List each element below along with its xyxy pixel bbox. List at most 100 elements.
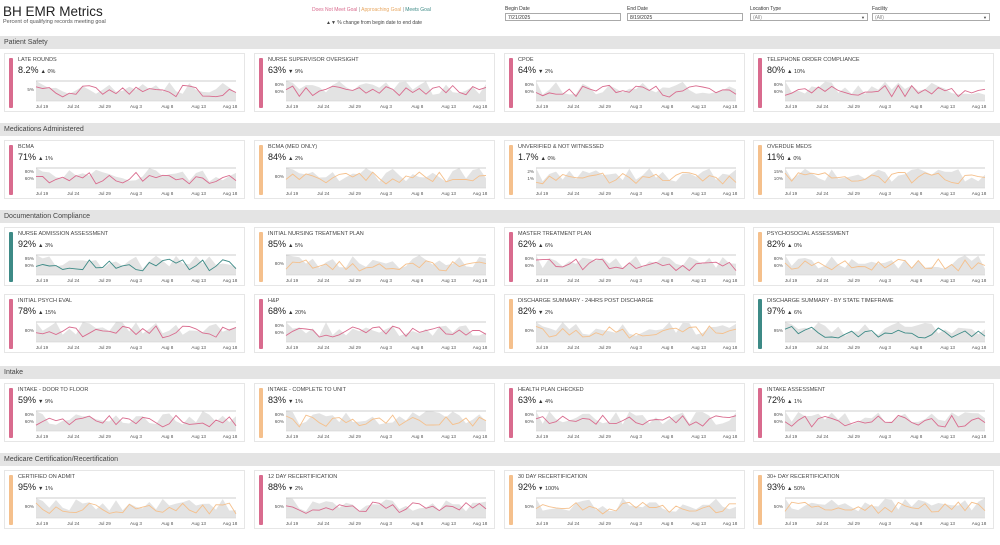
metric-change-group: ▲ 0% (41, 69, 56, 75)
metric-change: 9% (295, 69, 303, 75)
metric-card-bcma-med-only[interactable]: BCMA (MED ONLY) 84% ▲ 2% 80% Jul 19 Jul 24 Jul… (254, 140, 495, 199)
metric-card-bcma[interactable]: BCMA 71% ▲ 1% 80% 60% Jul 19 Jul 24 Jul 29 Aug 3… (4, 140, 245, 199)
metric-card-overdue-meds[interactable]: OVERDUE MEDS 11% ▲ 0% 15% 10% Jul 19 Jul 24 Jul… (753, 140, 994, 199)
metric-card-discharge-summary-by-state-timeframe[interactable]: DISCHARGE SUMMARY - BY STATE TIMEFRAME 97… (753, 294, 994, 353)
begin-date-label: Begin Date (505, 6, 530, 12)
x-tick-label: Jul 24 (67, 345, 80, 350)
status-indicator (259, 299, 263, 349)
x-tick-label: Jul 29 (349, 191, 362, 196)
metric-card-30-day-recertification[interactable]: 30+ DAY RECERTIFICATION 93% ▲ 50% 50% Jul 19… (753, 470, 994, 529)
metric-title: HEALTH PLAN CHECKED (518, 387, 584, 393)
y-tick-label: 60% (25, 176, 34, 181)
x-tick-label: Aug 13 (691, 278, 706, 283)
dashboard-header: BH EMR Metrics Percent of qualifying rec… (0, 0, 1000, 36)
metric-card-intake-complete-to-unit[interactable]: INTAKE - COMPLETE TO UNIT 83% ▼ 1% 80% 60% Ju… (254, 383, 495, 442)
x-tick-label: Jul 24 (317, 521, 330, 526)
x-tick-label: Aug 18 (473, 104, 488, 109)
metric-card-handp[interactable]: H&P 68% ▲ 20% 80% 60% Jul 19 Jul 24 Jul 29 Aug 3… (254, 294, 495, 353)
trend-line (784, 325, 986, 339)
legend-does-not-meet: Does Not Meet Goal (312, 7, 358, 13)
metric-card-12-day-recertification[interactable]: 12 DAY RECERTIFICATION 88% ▼ 2% 50% Jul 19 Ju… (254, 470, 495, 529)
x-tick-label: Jul 19 (536, 104, 549, 109)
y-tick-label: 80% (525, 82, 534, 87)
range-band (536, 411, 736, 431)
metric-title: NURSE SUPERVISOR OVERSIGHT (268, 57, 359, 63)
end-date-input[interactable]: 8/19/2025 (627, 13, 743, 21)
facility-filter: Facility (All) ▼ (872, 6, 990, 21)
metric-card-intake-door-to-floor[interactable]: INTAKE - DOOR TO FLOOR 59% ▼ 9% 80% 60% Jul 1… (4, 383, 245, 442)
x-tick-label: Jul 19 (785, 104, 798, 109)
metric-card-telephone-order-compliance[interactable]: TELEPHONE ORDER COMPLIANCE 80% ▲ 10% 80% 60%… (753, 53, 994, 112)
metric-value-group: 63% ▼ 9% (268, 65, 303, 75)
triangle-up-icon: ▲ (786, 156, 792, 162)
x-tick-label: Aug 8 (661, 191, 673, 196)
x-tick-label: Jul 29 (349, 278, 362, 283)
x-tick-label: Jul 29 (599, 278, 612, 283)
y-tick-label: 2% (527, 169, 534, 174)
metric-value-group: 1.7% ▲ 0% (518, 152, 555, 162)
x-tick-label: Aug 13 (191, 104, 206, 109)
x-tick-label: Aug 18 (723, 434, 738, 439)
range-band (36, 322, 236, 342)
metric-card-psychosocial-assessment[interactable]: PSYCHOSOCIAL ASSESSMENT 82% ▲ 0% 80% 60% Jul … (753, 227, 994, 286)
begin-date-input[interactable]: 7/21/2025 (505, 13, 621, 21)
metric-change: 1% (295, 399, 303, 405)
x-tick-label: Aug 13 (441, 104, 456, 109)
metric-change-group: ▲ 5% (288, 243, 303, 249)
x-tick-label: Jul 24 (816, 104, 829, 109)
metric-value-group: 11% ▲ 0% (767, 152, 801, 162)
x-tick-label: Aug 13 (191, 521, 206, 526)
metric-card-discharge-summary-24hrs-post-discharge[interactable]: DISCHARGE SUMMARY - 24HRS POST DISCHARGE… (504, 294, 745, 353)
x-tick-label: Aug 3 (630, 521, 642, 526)
range-band (785, 411, 985, 431)
metric-title: INITIAL NURSING TREATMENT PLAN (268, 231, 364, 237)
range-band (536, 255, 736, 275)
x-tick-label: Jul 19 (785, 191, 798, 196)
metric-change: 3% (45, 243, 53, 249)
x-tick-label: Jul 19 (536, 345, 549, 350)
metric-card-intake-assessment[interactable]: INTAKE ASSESSMENT 72% ▲ 1% 80% 60% Jul 19 Jul … (753, 383, 994, 442)
x-tick-label: Jul 19 (785, 521, 798, 526)
trend-sparkline: 80% 60% Jul 19 Jul 24 Jul 29 Aug 3 Aug 8 Aug 13… (774, 410, 987, 439)
x-tick-label: Jul 19 (536, 191, 549, 196)
metric-value-group: 80% ▲ 10% (767, 65, 805, 75)
x-tick-label: Aug 3 (380, 278, 392, 283)
metric-card-late-rounds[interactable]: LATE ROUNDS 8.2% ▲ 0% 5% Jul 19 Jul 24 Jul 29 A… (4, 53, 245, 112)
metric-card-unverified-and-not-witnessed[interactable]: UNVERIFIED & NOT WITNESSED 1.7% ▲ 0% 2% 1% Ju… (504, 140, 745, 199)
y-tick-label: 80% (774, 412, 783, 417)
metric-card-nurse-admission-assessment[interactable]: NURSE ADMISSION ASSESSMENT 92% ▲ 3% 95% 90% J… (4, 227, 245, 286)
triangle-up-icon: ▲ (538, 243, 544, 249)
facility-select[interactable]: (All) ▼ (872, 13, 990, 21)
triangle-up-icon: ▲ (540, 156, 546, 162)
x-tick-label: Aug 8 (161, 278, 173, 283)
x-tick-label: Jul 19 (36, 191, 49, 196)
x-tick-label: Aug 8 (661, 434, 673, 439)
metric-change-group: ▲ 3% (38, 243, 53, 249)
range-band (36, 255, 236, 275)
location-type-value: (All) (753, 15, 762, 21)
metric-card-master-treatment-plan[interactable]: MASTER TREATMENT PLAN 62% ▲ 6% 80% 60% Jul 19… (504, 227, 745, 286)
status-indicator (9, 145, 13, 195)
metric-title: INITIAL PSYCH EVAL (18, 298, 73, 304)
x-tick-label: Aug 18 (223, 104, 238, 109)
metric-change-group: ▲ 20% (288, 310, 306, 316)
metric-card-health-plan-checked[interactable]: HEALTH PLAN CHECKED 63% ▲ 4% 80% 60% Jul 19 Ju… (504, 383, 745, 442)
page-title: BH EMR Metrics (3, 4, 103, 19)
status-indicator (509, 388, 513, 438)
x-tick-label: Jul 29 (599, 104, 612, 109)
metric-card-certified-on-admit[interactable]: CERTIFIED ON ADMIT 95% ▼ 1% 90% Jul 19 Jul 24… (4, 470, 245, 529)
x-tick-label: Jul 29 (99, 278, 112, 283)
metric-card-30-day-recertification[interactable]: 30 DAY RECERTIFICATION 92% ▼ 100% 50% Jul 19… (504, 470, 745, 529)
metric-value: 11% (767, 152, 785, 162)
x-tick-label: Jul 29 (99, 104, 112, 109)
metric-card-initial-psych-eval[interactable]: INITIAL PSYCH EVAL 78% ▲ 15% 80% Jul 19 Jul 2… (4, 294, 245, 353)
metric-card-nurse-supervisor-oversight[interactable]: NURSE SUPERVISOR OVERSIGHT 63% ▼ 9% 80% 60% J… (254, 53, 495, 112)
triangle-down-icon: ▼ (38, 399, 44, 405)
metric-title: INTAKE ASSESSMENT (767, 387, 826, 393)
x-tick-label: Jul 29 (349, 104, 362, 109)
range-band (286, 81, 486, 101)
metric-card-cpoe[interactable]: CPOE 64% ▼ 2% 80% 60% Jul 19 Jul 24 Jul 29 Aug 3… (504, 53, 745, 112)
x-tick-label: Aug 8 (411, 345, 423, 350)
location-type-select[interactable]: (All) ▼ (750, 13, 868, 21)
metric-card-initial-nursing-treatment-plan[interactable]: INITIAL NURSING TREATMENT PLAN 85% ▲ 5% 80%… (254, 227, 495, 286)
